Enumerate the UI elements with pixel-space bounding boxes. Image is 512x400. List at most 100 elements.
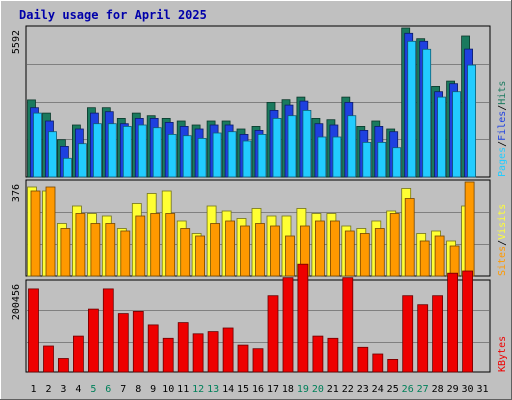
bar-top-pages-day-11 bbox=[182, 135, 192, 178]
x-tick-label-day-12: 12 bbox=[192, 384, 204, 395]
bar-top-pages-day-2 bbox=[48, 131, 57, 178]
chart-title: Daily usage for April 2025 bbox=[19, 8, 207, 22]
bar-top-pages-day-24 bbox=[377, 141, 387, 178]
x-tick-label-day-13: 13 bbox=[207, 384, 219, 395]
x-tick-label-day-17: 17 bbox=[267, 384, 279, 395]
bar-bottom-kbytes-day-24 bbox=[372, 353, 384, 373]
panel-bottom: 200456 KBytes bbox=[11, 263, 508, 373]
bar-bottom-kbytes-day-25 bbox=[387, 358, 399, 373]
x-tick-label-day-20: 20 bbox=[312, 384, 324, 395]
bar-top-pages-day-23 bbox=[362, 141, 372, 178]
bar-top-pages-day-30 bbox=[467, 64, 477, 178]
legend-separator: / bbox=[497, 105, 508, 111]
bar-middle-sites-day-22 bbox=[344, 230, 355, 277]
bar-top-pages-day-6 bbox=[107, 123, 117, 178]
bar-top-pages-day-26 bbox=[407, 40, 417, 178]
legend-entry-kbytes: KBytes bbox=[497, 336, 508, 372]
bar-top-pages-day-12 bbox=[197, 137, 207, 178]
x-tick-label-day-10: 10 bbox=[162, 384, 174, 395]
bar-middle-sites-day-26 bbox=[404, 198, 415, 277]
panel-bottom-ymax-label: 200456 bbox=[11, 284, 22, 320]
bar-bottom-kbytes-day-15 bbox=[237, 344, 249, 373]
bar-bottom-kbytes-day-30 bbox=[462, 270, 474, 373]
bar-middle-sites-day-4 bbox=[75, 213, 86, 277]
bar-top-pages-day-19 bbox=[302, 110, 312, 178]
bar-bottom-kbytes-day-20 bbox=[312, 335, 324, 373]
bar-bottom-kbytes-day-29 bbox=[447, 272, 459, 373]
x-tick-label-day-29: 29 bbox=[447, 384, 459, 395]
bar-top-pages-day-25 bbox=[392, 147, 402, 178]
bar-bottom-kbytes-day-11 bbox=[177, 322, 189, 373]
legend-entry-sites: Sites bbox=[497, 246, 508, 276]
bar-top-pages-day-1 bbox=[33, 112, 42, 178]
bar-bottom-kbytes-day-16 bbox=[252, 348, 264, 373]
bar-bottom-kbytes-day-23 bbox=[357, 346, 369, 373]
bar-bottom-kbytes-day-9 bbox=[147, 324, 159, 373]
bar-middle-sites-day-13 bbox=[210, 223, 221, 277]
x-tick-label-day-5: 5 bbox=[90, 384, 96, 395]
bar-top-pages-day-4 bbox=[78, 143, 87, 178]
bar-top-pages-day-13 bbox=[212, 132, 222, 178]
bar-middle-sites-day-2 bbox=[45, 186, 56, 277]
bar-middle-sites-day-5 bbox=[90, 223, 101, 277]
bar-middle-sites-day-8 bbox=[135, 215, 146, 277]
x-tick-label-day-4: 4 bbox=[75, 384, 81, 395]
bar-middle-sites-day-15 bbox=[240, 225, 250, 277]
bar-top-pages-day-17 bbox=[272, 118, 282, 178]
bar-top-pages-day-8 bbox=[137, 124, 147, 178]
bar-top-pages-day-20 bbox=[317, 136, 327, 178]
legend-entry-files: Files bbox=[497, 111, 508, 141]
bar-bottom-kbytes-day-21 bbox=[327, 337, 339, 373]
bar-top-pages-day-9 bbox=[152, 127, 162, 178]
bar-bottom-kbytes-day-26 bbox=[402, 295, 414, 373]
x-axis-tick-labels: 1 2 3 4 5 6 7 8 9 10 11 12 13 14 15 16 17 18 19 20 21 22 23 24 2… bbox=[30, 384, 488, 395]
x-tick-label-day-23: 23 bbox=[357, 384, 369, 395]
bar-bottom-kbytes-day-13 bbox=[207, 331, 219, 373]
bar-bottom-kbytes-day-22 bbox=[342, 277, 354, 373]
bar-bottom-kbytes-day-6 bbox=[102, 288, 114, 373]
panel-middle-legend: Sites/Visits bbox=[497, 204, 508, 276]
x-tick-label-day-11: 11 bbox=[177, 384, 189, 395]
bar-top-pages-day-21 bbox=[332, 136, 342, 178]
bar-top-pages-day-5 bbox=[93, 123, 102, 178]
x-tick-label-day-27: 27 bbox=[417, 384, 429, 395]
bar-middle-sites-day-18 bbox=[285, 235, 295, 277]
x-tick-label-day-3: 3 bbox=[60, 384, 66, 395]
bar-bottom-kbytes-day-12 bbox=[192, 333, 204, 373]
x-tick-label-day-1: 1 bbox=[30, 384, 36, 395]
bar-top-pages-day-7 bbox=[122, 126, 132, 178]
bar-middle-sites-day-29 bbox=[449, 245, 460, 277]
x-tick-label-day-18: 18 bbox=[282, 384, 294, 395]
bar-middle-sites-day-17 bbox=[270, 225, 280, 277]
bar-middle-sites-day-25 bbox=[389, 213, 400, 277]
bar-bottom-kbytes-day-28 bbox=[432, 295, 444, 373]
bar-top-pages-day-10 bbox=[167, 133, 177, 178]
bar-top-pages-day-28 bbox=[437, 96, 447, 178]
bar-bottom-kbytes-day-19 bbox=[297, 263, 309, 373]
x-tick-label-day-14: 14 bbox=[222, 384, 234, 395]
bar-top-pages-day-27 bbox=[422, 48, 432, 178]
bar-bottom-kbytes-day-27 bbox=[417, 304, 429, 373]
bar-bottom-kbytes-day-18 bbox=[282, 277, 294, 373]
panel-middle: 376 Sites/Visits bbox=[11, 179, 508, 277]
bar-bottom-kbytes-day-8 bbox=[132, 310, 144, 373]
bar-middle-sites-day-7 bbox=[120, 230, 131, 277]
bar-bottom-kbytes-day-10 bbox=[162, 337, 174, 373]
x-tick-label-day-31: 31 bbox=[476, 384, 488, 395]
legend-entry-pages: Pages bbox=[497, 147, 508, 177]
bar-middle-sites-day-11 bbox=[180, 228, 191, 277]
bar-middle-sites-day-10 bbox=[165, 213, 176, 277]
bar-middle-sites-day-3 bbox=[60, 228, 71, 277]
bar-top-pages-day-14 bbox=[227, 131, 237, 178]
bar-middle-sites-day-21 bbox=[329, 220, 340, 277]
bar-middle-sites-day-6 bbox=[105, 223, 116, 277]
bar-top-pages-day-18 bbox=[287, 115, 297, 178]
bar-top-pages-day-22 bbox=[347, 115, 357, 178]
bar-middle-sites-day-24 bbox=[374, 228, 385, 277]
bar-middle-sites-day-9 bbox=[150, 213, 161, 277]
x-tick-label-day-28: 28 bbox=[432, 384, 444, 395]
panel-top-legend: Pages/Files/Hits bbox=[497, 81, 508, 177]
chart-panels: 5592Pages/Files/Hits376Sites/Visits20045… bbox=[11, 25, 508, 373]
